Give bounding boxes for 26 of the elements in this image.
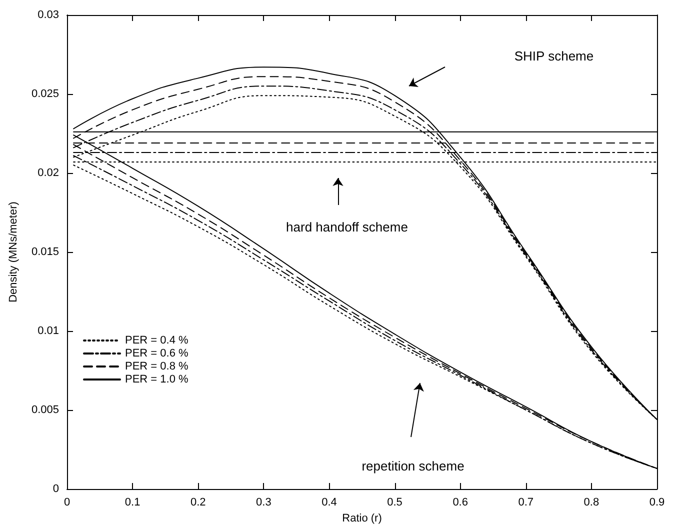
- annotation: SHIP scheme: [514, 48, 594, 64]
- x-tick-label: 0.4: [322, 496, 337, 508]
- y-axis-title: Density (MNs/meter): [8, 202, 20, 302]
- x-tick-label: 0.5: [387, 496, 402, 508]
- annotation: repetition scheme: [362, 458, 464, 474]
- y-tick-label: 0: [52, 483, 59, 495]
- legend-label: PER = 0.4 %: [125, 334, 188, 346]
- y-tick-label: 0.03: [38, 9, 59, 21]
- x-tick-label: 0.8: [584, 496, 600, 508]
- x-tick-label: 0.7: [518, 496, 534, 508]
- x-tick-label: 0.1: [124, 496, 140, 508]
- x-tick-label: 0.6: [452, 496, 468, 508]
- legend-label: PER = 0.6 %: [125, 348, 188, 360]
- x-tick-label: 0.3: [256, 496, 272, 508]
- y-tick-label: 0.015: [31, 246, 59, 258]
- legend-label: PER = 1.0 %: [125, 374, 188, 386]
- y-tick-label: 0.01: [38, 325, 59, 337]
- y-tick-label: 0.005: [31, 404, 59, 416]
- y-tick-label: 0.02: [38, 167, 59, 179]
- x-tick-label: 0: [64, 496, 70, 508]
- x-tick-label: 0.9: [649, 496, 665, 508]
- annotation: hard handoff scheme: [286, 220, 408, 234]
- legend-label: PER = 0.8 %: [125, 360, 188, 372]
- y-tick-label: 0.025: [31, 88, 59, 100]
- x-tick-label: 0.2: [190, 496, 206, 508]
- x-axis-title: Ratio (r): [342, 512, 382, 524]
